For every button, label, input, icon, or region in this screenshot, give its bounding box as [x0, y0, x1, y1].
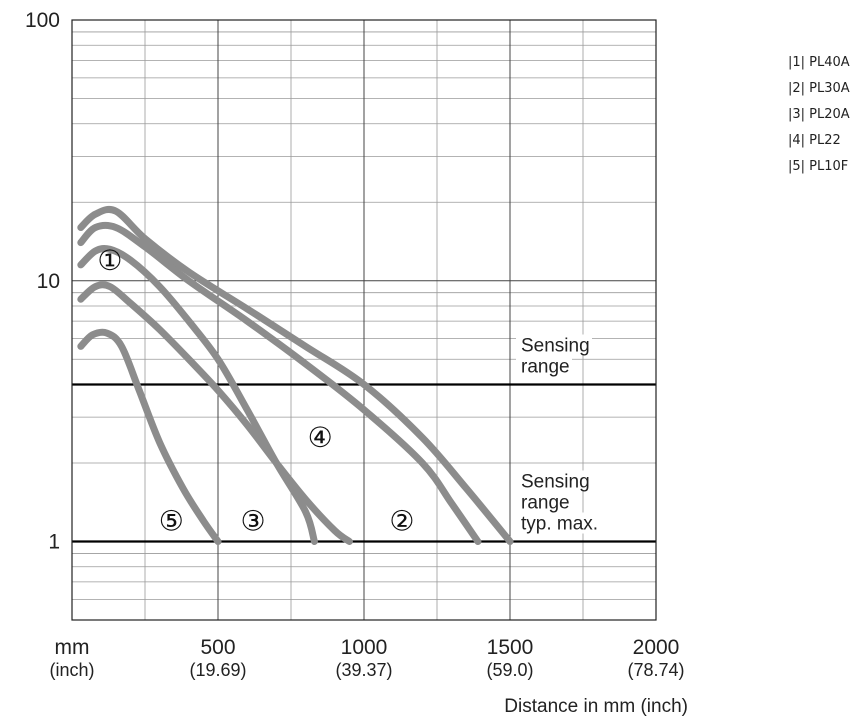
reference-label-bg [516, 491, 572, 513]
series-marker-pl22: ④ [308, 421, 333, 454]
x-tick-sublabel: (inch) [49, 660, 94, 680]
x-tick-sublabel: (78.74) [627, 660, 684, 680]
legend-item: |5| PL10F [788, 154, 850, 180]
reference-line-label: Sensing [521, 472, 590, 493]
series-curve-pl30a [77, 221, 482, 545]
series-curve-pl22 [77, 281, 353, 545]
legend-item: |4| PL22 [788, 128, 850, 154]
legend-code: |4| [788, 133, 806, 148]
legend-code: |5| [788, 159, 806, 174]
legend-item: |3| PL20A [788, 102, 850, 128]
reference-line-label: typ. max. [521, 514, 598, 535]
reference-line-label: Sensing [521, 336, 590, 357]
x-tick-label: 1500 [487, 636, 534, 659]
reference-label-bg [516, 512, 612, 534]
reference-label-bg [516, 334, 592, 356]
x-tick-label: 500 [200, 636, 235, 659]
y-tick-labels: 1 10 100 [25, 9, 60, 554]
y-tick-label: 1 [48, 531, 60, 554]
series-marker-pl10f: ⑤ [159, 505, 184, 538]
legend-code: |2| [788, 81, 806, 96]
plot-frame [71, 19, 657, 621]
legend: |1| PL40A |2| PL30A |3| PL20A |4| PL22 |… [788, 50, 850, 180]
reference-label-bg [516, 470, 592, 492]
series-curve-pl40a [77, 205, 514, 545]
x-tick-label: mm [55, 636, 90, 659]
legend-code: |1| [788, 55, 806, 70]
series-marker-pl30a: ② [389, 505, 414, 538]
legend-label: PL22 [809, 133, 841, 148]
reference-line-label: range [521, 493, 570, 514]
legend-label: PL10F [809, 159, 849, 174]
series-curve-pl10f [77, 328, 222, 545]
series-markers: ① ② ③ ④ ⑤ [97, 244, 414, 538]
x-tick-label: 2000 [633, 636, 680, 659]
y-tick-label: 10 [37, 270, 60, 293]
x-tick-label: 1000 [341, 636, 388, 659]
legend-item: |2| PL30A [788, 76, 850, 102]
legend-label: PL40A [809, 55, 850, 70]
legend-code: |3| [788, 107, 806, 122]
x-tick-sublabel: (39.37) [335, 660, 392, 680]
x-axis-title: Distance in mm (inch) [504, 696, 688, 717]
reference-line-label: range [521, 357, 570, 378]
series-marker-pl40a: ① [97, 244, 122, 277]
reference-label-bg [516, 355, 572, 377]
series-marker-pl20a: ③ [240, 505, 265, 538]
x-tick-sublabel: (19.69) [189, 660, 246, 680]
x-tick-sublabel: (59.0) [486, 660, 533, 680]
legend-label: PL30A [809, 81, 850, 96]
series-curves [77, 205, 514, 545]
legend-item: |1| PL40A [788, 50, 850, 76]
legend-label: PL20A [809, 107, 850, 122]
y-tick-label: 100 [25, 9, 60, 32]
x-tick-labels: mm(inch) 500(19.69) 1000(39.37) 1500(59.0) 2… [49, 636, 684, 680]
